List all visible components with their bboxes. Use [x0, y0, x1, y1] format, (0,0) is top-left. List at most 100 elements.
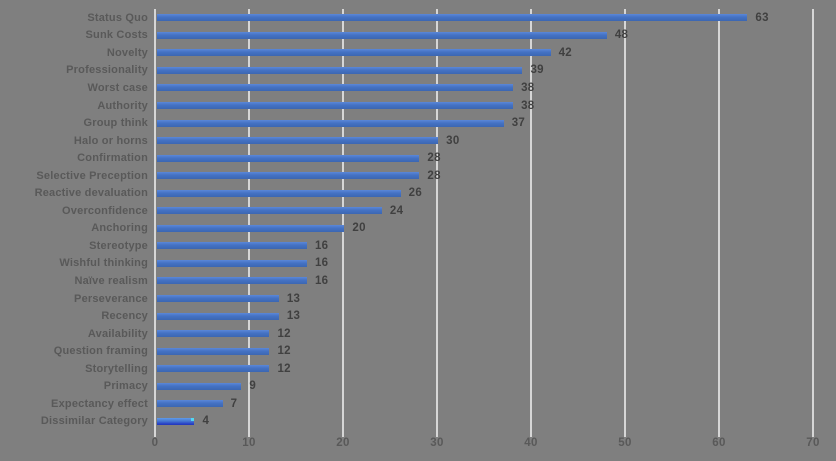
gridline [624, 9, 626, 437]
value-label: 48 [614, 29, 629, 42]
bar-row: 20 [155, 220, 813, 238]
category-label: Expectancy effect [51, 397, 148, 410]
bar-rows: 63 48 42 39 38 38 37 30 28 28 26 24 20 16 16 16 13 13 12 12… [155, 9, 813, 430]
bar-row: 16 [155, 237, 813, 255]
category-label: Halo or horns [73, 134, 148, 147]
bar [157, 295, 279, 303]
category-label: Naïve realism [74, 274, 148, 287]
bar-row: 13 [155, 290, 813, 308]
bar [157, 347, 270, 355]
gridline [248, 9, 250, 437]
value-label: 38 [521, 81, 535, 94]
bar [157, 66, 523, 74]
value-label: 30 [446, 134, 460, 147]
x-tick-label: 20 [336, 437, 350, 449]
bar [157, 277, 307, 285]
gridline [154, 9, 156, 437]
category-label: Worst case [87, 81, 148, 94]
bar [157, 242, 307, 250]
value-label: 38 [521, 99, 535, 112]
value-label: 20 [352, 222, 366, 235]
bar-row: 24 [155, 202, 813, 220]
x-axis: 0 10 20 30 40 50 60 70 [151, 437, 820, 453]
x-tick-label: 10 [242, 437, 256, 449]
bar-row: 16 [155, 272, 813, 290]
bar-row: 28 [155, 167, 813, 185]
bar [157, 14, 748, 22]
category-label: Selective Preception [36, 169, 148, 182]
bar-row: 7 [155, 395, 813, 413]
value-label: 13 [286, 292, 301, 305]
bar-row: 38 [155, 79, 813, 97]
category-label: Question framing [53, 345, 148, 358]
bar-row: 37 [155, 114, 813, 132]
bar-row: 39 [155, 62, 813, 80]
bar [157, 154, 420, 162]
gridline [812, 9, 814, 437]
category-label: Availability [87, 327, 148, 340]
value-label: 12 [277, 345, 291, 358]
category-label: Storytelling [85, 362, 148, 375]
bar [157, 102, 514, 109]
bar [157, 400, 223, 408]
bar [157, 259, 307, 267]
bar [157, 49, 551, 57]
value-label: 37 [511, 117, 526, 130]
value-label: 4 [202, 415, 210, 428]
bar-row: 28 [155, 149, 813, 167]
value-label: 39 [530, 64, 544, 77]
bar-row: 4 [155, 413, 813, 431]
category-label: Group think [83, 117, 148, 130]
category-label: Authority [97, 99, 148, 112]
x-tick-label: 0 [151, 437, 159, 449]
plot-area: 63 48 42 39 38 38 37 30 28 28 26 24 20 16 16 16 13 13 12 12… [154, 9, 814, 437]
bar-row: 12 [155, 342, 813, 360]
category-label: Perseverance [74, 292, 148, 305]
value-label: 16 [314, 257, 329, 270]
value-label: 42 [558, 46, 572, 59]
category-label: Confirmation [77, 152, 148, 165]
bar-row: 38 [155, 97, 813, 115]
category-label: Stereotype [89, 239, 148, 252]
gridline [530, 9, 532, 437]
value-label: 16 [314, 239, 329, 252]
bar-row: 26 [155, 184, 813, 202]
bar [157, 417, 195, 425]
category-label: Dissimilar Category [40, 415, 148, 428]
gridline [342, 9, 344, 437]
value-label: 24 [389, 204, 404, 217]
category-label: Overconfidence [62, 204, 148, 217]
x-tick-label: 70 [806, 437, 820, 449]
bar [157, 137, 439, 145]
category-label: Wishful thinking [59, 257, 148, 270]
category-label: Primacy [103, 380, 148, 393]
category-label: Anchoring [91, 222, 148, 235]
bar [157, 224, 345, 232]
value-label: 9 [249, 380, 257, 393]
category-axis: Status Quo Sunk Costs Novelty Professionali… [0, 9, 148, 430]
bar [157, 365, 270, 373]
value-label: 28 [427, 152, 441, 165]
x-tick-label: 60 [712, 437, 726, 449]
category-label: Reactive devaluation [34, 187, 148, 200]
bar [157, 330, 270, 338]
value-label: 28 [427, 169, 441, 182]
value-label: 7 [230, 397, 238, 410]
bar-row: 13 [155, 307, 813, 325]
x-tick-label: 30 [430, 437, 444, 449]
bar [157, 172, 420, 180]
bar [157, 207, 382, 215]
category-label: Novelty [106, 46, 148, 59]
category-label: Sunk Costs [85, 29, 148, 42]
bar [157, 31, 607, 39]
bar [157, 189, 401, 197]
bar-row: 9 [155, 377, 813, 395]
gridline [436, 9, 438, 437]
bar-row: 12 [155, 360, 813, 378]
bar-row: 30 [155, 132, 813, 150]
gridline [718, 9, 720, 437]
x-tick-label: 50 [618, 437, 632, 449]
category-label: Professionality [66, 64, 148, 77]
bar-row: 12 [155, 325, 813, 343]
